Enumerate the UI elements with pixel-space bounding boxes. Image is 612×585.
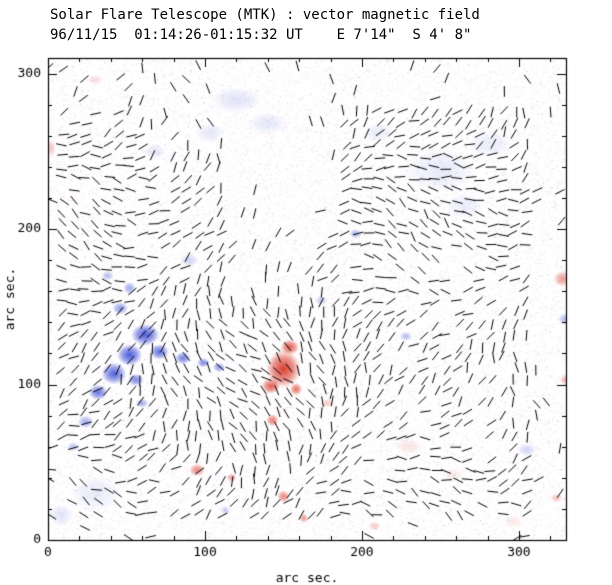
plot-title: Solar Flare Telescope (MTK) : vector mag…	[50, 7, 480, 23]
plot-subtitle: 96/11/15 01:14:26-01:15:32 UT E 7'14" S …	[50, 27, 472, 43]
